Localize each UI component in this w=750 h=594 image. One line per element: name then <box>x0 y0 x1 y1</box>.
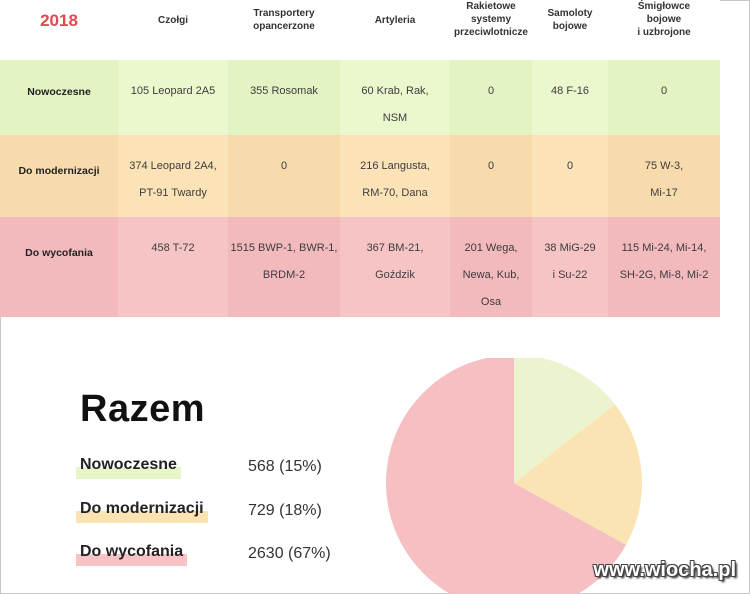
table-cell: 105 Leopard 2A5 <box>130 85 216 97</box>
pie-slice-modern <box>514 358 615 483</box>
row-label: Do modernizacji <box>18 165 100 177</box>
equipment-table: 2018 Czołgi Transportery opancerzone Art… <box>0 0 720 317</box>
summary-value-retire: 2630 (67%) <box>248 545 331 562</box>
table-row: Do wycofania 458 T-72 1515 BWP-1, BWR-1,… <box>0 217 720 317</box>
row-label: Do wycofania <box>25 247 93 259</box>
table-cell: 38 MiG-29 i Su-22 <box>544 242 596 281</box>
label-highlight <box>76 467 181 479</box>
table-cell: 201 Wega, Newa, Kub, Osa <box>462 242 520 308</box>
summary-label-upgrade: Do modernizacji <box>76 500 208 526</box>
row-label: Nowoczesne <box>27 86 91 98</box>
table-cell: 1515 BWP-1, BWR-1, BRDM-2 <box>230 242 338 281</box>
summary-title: Razem <box>80 388 205 430</box>
table-cell: 0 <box>566 160 574 172</box>
table-cell: 374 Leopard 2A4, PT-91 Twardy <box>129 160 217 199</box>
table-cell: 0 <box>487 160 495 172</box>
table-cell: 367 BM-21, Goździk <box>366 242 424 281</box>
table-cell: 0 <box>660 85 668 97</box>
table-cell: 458 T-72 <box>151 242 195 254</box>
table-cell: 0 <box>280 160 288 172</box>
table-cell: 216 Langusta, RM-70, Dana <box>360 160 430 199</box>
pie-slice-retire <box>386 358 627 594</box>
watermark: www.wiocha.pl <box>593 559 736 581</box>
label-highlight <box>76 554 188 566</box>
pie-slice-upgrade <box>514 404 642 545</box>
summary-label-retire: Do wycofania <box>76 543 188 569</box>
table-row: Do modernizacji 374 Leopard 2A4, PT-91 T… <box>0 135 720 217</box>
pie-chart <box>386 358 642 594</box>
column-header: Rakietowe systemy przeciwlotnicze <box>454 1 528 38</box>
table-cell: 0 <box>487 85 495 97</box>
summary-label-text: Do modernizacji <box>80 500 204 517</box>
table-header-row: 2018 Czołgi Transportery opancerzone Art… <box>0 0 720 60</box>
table-cell: 355 Rosomak <box>250 85 318 97</box>
summary-value-upgrade: 729 (18%) <box>248 502 322 519</box>
table-year: 2018 <box>40 11 78 30</box>
summary-label-modern: Nowoczesne <box>76 456 181 482</box>
table-cell: 48 F-16 <box>551 85 589 97</box>
column-header: Artyleria <box>374 15 416 26</box>
column-header: Samoloty bojowe <box>547 8 593 32</box>
table-cell: 75 W-3, Mi-17 <box>644 160 684 199</box>
table-cell: 115 Mi-24, Mi-14, SH-2G, Mi-8, Mi-2 <box>619 242 709 281</box>
summary-label-text: Nowoczesne <box>80 456 177 473</box>
label-highlight <box>76 511 208 523</box>
column-header: Śmigłowce bojowe i uzbrojone <box>637 1 691 38</box>
column-header: Czołgi <box>158 15 188 26</box>
column-header: Transportery opancerzone <box>253 8 315 32</box>
table-cell: 60 Krab, Rak, NSM <box>361 85 429 124</box>
summary-value-modern: 568 (15%) <box>248 458 322 475</box>
table-row: Nowoczesne 105 Leopard 2A5 355 Rosomak 6… <box>0 60 720 135</box>
summary-label-text: Do wycofania <box>80 543 184 560</box>
